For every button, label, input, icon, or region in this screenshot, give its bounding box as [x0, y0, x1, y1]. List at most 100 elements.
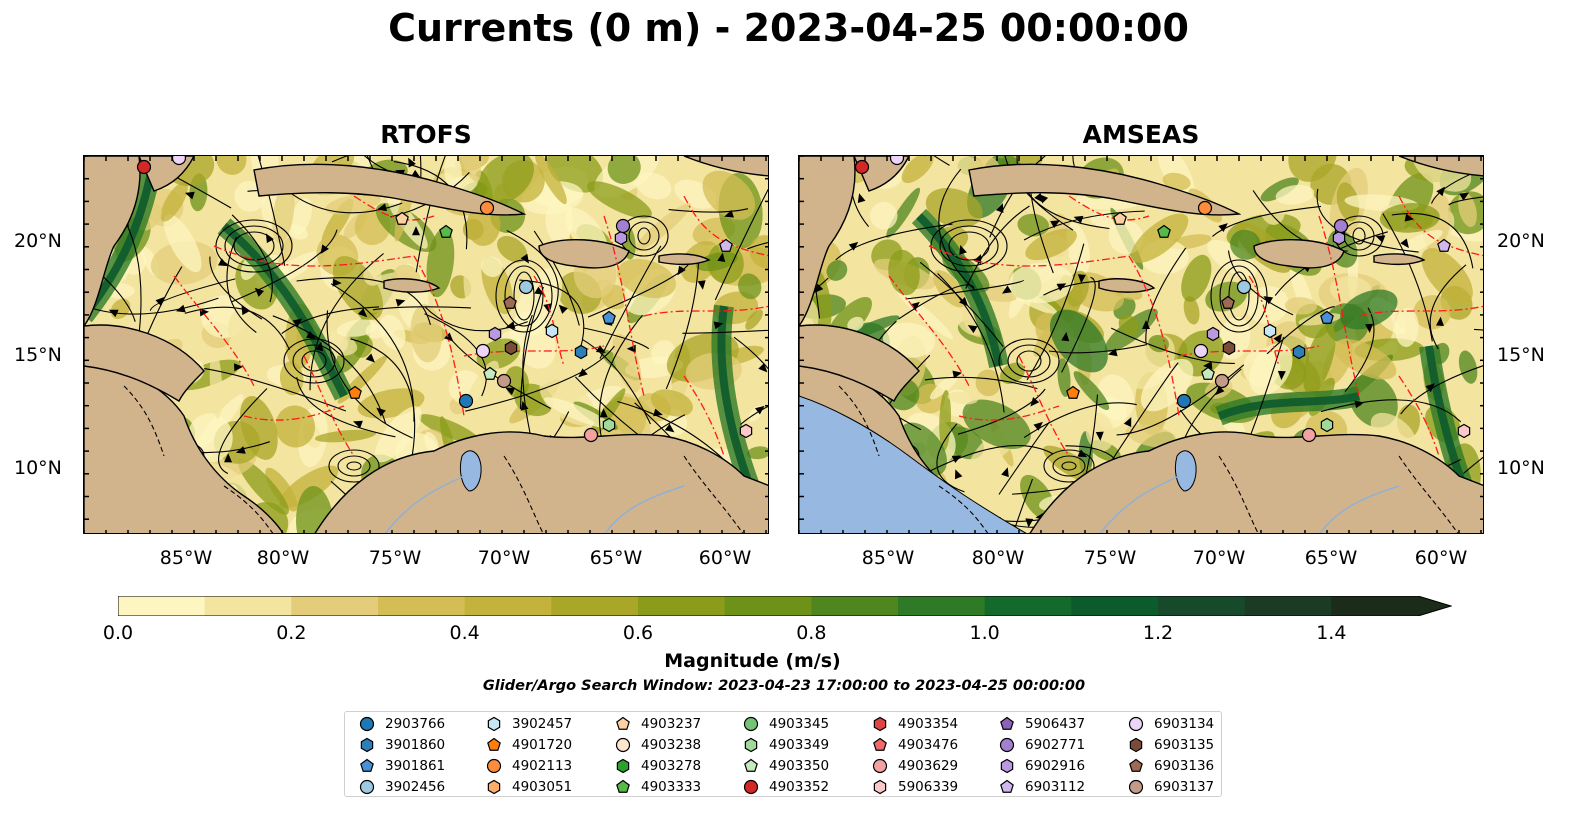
- legend-label: 4903237: [641, 716, 702, 732]
- legend-entry: 4901720: [486, 735, 572, 755]
- legend-label: 6903134: [1154, 716, 1215, 732]
- float-marker-3901861: [602, 310, 616, 324]
- colorbar-segment: [118, 596, 206, 616]
- hexagon-marker-icon: [487, 779, 501, 795]
- float-markers: [854, 156, 1471, 443]
- float-marker-6902771: [1333, 218, 1349, 234]
- map-rtofs[interactable]: [83, 155, 769, 534]
- legend-label: 4903476: [898, 737, 959, 753]
- float-marker-6902916: [614, 230, 628, 246]
- legend-label: 3901860: [385, 737, 446, 753]
- legend-entry: 6903112: [999, 777, 1085, 797]
- figure-title: Currents (0 m) - 2023-04-25 00:00:00: [388, 6, 1189, 50]
- float-marker-4903349: [1320, 417, 1334, 433]
- legend-entry: 6903134: [1128, 714, 1214, 734]
- float-marker-6903137: [1214, 373, 1230, 389]
- rivers: [1099, 475, 1400, 533]
- legend-label: 4903349: [769, 737, 830, 753]
- pentagon-marker-icon: [360, 758, 374, 772]
- lat-label-15n-left: 15°N: [14, 344, 62, 366]
- circle-marker-icon: [999, 737, 1015, 753]
- hexagon-marker-icon: [873, 779, 887, 795]
- colorbar-label: Magnitude (m/s): [664, 650, 841, 672]
- pentagon-marker-icon: [616, 779, 630, 793]
- float-marker-3902456: [518, 279, 534, 295]
- legend-entry: 4903238: [615, 735, 701, 755]
- lat-label-15n-right: 15°N: [1497, 344, 1545, 366]
- float-marker-2903766: [1176, 393, 1192, 409]
- float-marker-4903237: [1113, 211, 1127, 225]
- colorbar-segment: [551, 596, 639, 616]
- colorbar-tick-label: 1.0: [969, 622, 1000, 644]
- hexagon-marker-icon: [487, 716, 501, 732]
- map-amseas[interactable]: [798, 155, 1484, 534]
- float-marker-4903237: [395, 211, 409, 225]
- float-marker-5906339: [739, 423, 753, 439]
- pentagon-marker-icon: [487, 737, 501, 751]
- pentagon-marker-icon: [744, 758, 758, 772]
- lon-label-80w-amseas: 80°W: [971, 547, 1025, 569]
- circle-marker-icon: [743, 716, 759, 732]
- colorbar-segment: [898, 596, 986, 616]
- float-marker-4901720: [348, 385, 362, 399]
- float-marker-4903629: [583, 427, 599, 443]
- lon-label-75w-rtofs: 75°W: [368, 547, 422, 569]
- float-marker-4903333: [439, 224, 453, 238]
- legend-entry: 6902916: [999, 756, 1085, 776]
- pentagon-marker-icon: [873, 737, 887, 751]
- lon-label-85w-rtofs: 85°W: [159, 547, 213, 569]
- legend-label: 6902771: [1025, 737, 1086, 753]
- legend-entry: 3902457: [486, 714, 572, 734]
- lat-label-20n-left: 20°N: [14, 230, 62, 252]
- legend-entry: 6903135: [1128, 735, 1214, 755]
- lon-label-65w-rtofs: 65°W: [589, 547, 643, 569]
- float-marker-6902916: [1206, 326, 1220, 342]
- lon-label-85w-amseas: 85°W: [861, 547, 915, 569]
- circle-marker-icon: [1128, 716, 1144, 732]
- legend-entry: 5906339: [872, 777, 958, 797]
- float-marker-6902771: [615, 218, 631, 234]
- panel-title-amseas: AMSEAS: [1082, 120, 1200, 149]
- float-marker-5906339: [1457, 423, 1471, 439]
- colorbar-segment: [1244, 596, 1332, 616]
- legend-label: 4901720: [512, 737, 573, 753]
- float-marker-6903134: [889, 156, 905, 166]
- colorbar: [118, 596, 1452, 616]
- colorbar-segment: [984, 596, 1072, 616]
- legend-entry: 4903352: [743, 777, 829, 797]
- float-legend: 2903766 3901860 3901861 3902456 3902457 49017…: [344, 711, 1222, 797]
- legend-label: 5906339: [898, 779, 959, 795]
- legend-label: 4902113: [512, 758, 573, 774]
- colorbar-tick-label: 1.2: [1142, 622, 1174, 644]
- legend-entry: 6903137: [1128, 777, 1214, 797]
- lat-label-10n-right: 10°N: [1497, 457, 1545, 479]
- legend-entry: 4903345: [743, 714, 829, 734]
- legend-label: 5906437: [1025, 716, 1086, 732]
- legend-label: 4903345: [769, 716, 830, 732]
- float-markers: [136, 156, 753, 443]
- legend-label: 4903051: [512, 779, 573, 795]
- colorbar-segment: [1071, 596, 1159, 616]
- circle-marker-icon: [359, 716, 375, 732]
- legend-label: 4903350: [769, 758, 830, 774]
- pentagon-marker-icon: [1000, 716, 1014, 730]
- float-marker-6903134: [475, 343, 491, 359]
- legend-entry: 6902771: [999, 735, 1085, 755]
- circle-marker-icon: [743, 779, 759, 795]
- float-marker-4903352: [854, 159, 870, 175]
- legend-entry: 4903354: [872, 714, 958, 734]
- eez-boundaries: [173, 195, 768, 457]
- legend-entry: 4903476: [872, 735, 958, 755]
- float-marker-6903135: [504, 340, 518, 356]
- country-borders: [123, 385, 744, 533]
- float-marker-6903112: [1437, 238, 1451, 252]
- colorbar-segment: [724, 596, 812, 616]
- legend-entry: 6903136: [1128, 756, 1214, 776]
- country-borders: [838, 385, 1459, 533]
- circle-marker-icon: [872, 758, 888, 774]
- float-marker-6902916: [1332, 230, 1346, 246]
- legend-entry: 4903349: [743, 735, 829, 755]
- legend-entry: 4903237: [615, 714, 701, 734]
- legend-entry: 4903051: [486, 777, 572, 797]
- float-marker-4902113: [479, 200, 495, 216]
